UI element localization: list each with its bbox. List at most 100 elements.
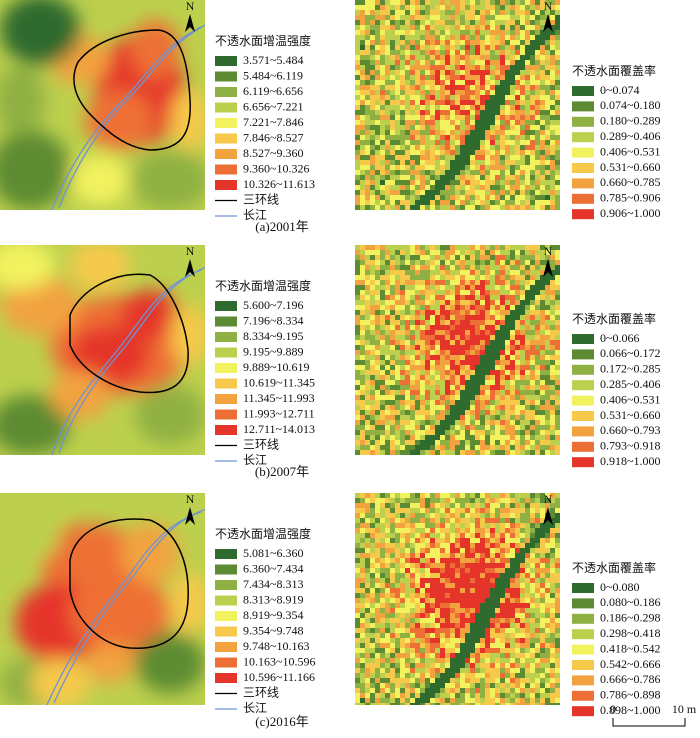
coverage-cell xyxy=(515,140,520,145)
coverage-cell xyxy=(505,175,510,180)
coverage-cell xyxy=(375,440,380,445)
coverage-cell xyxy=(360,60,365,65)
coverage-cell xyxy=(490,330,495,335)
coverage-cell xyxy=(475,270,480,275)
coverage-cell xyxy=(555,75,560,80)
coverage-cell xyxy=(410,503,415,508)
coverage-cell xyxy=(430,370,435,375)
coverage-cell xyxy=(400,533,405,538)
coverage-cell xyxy=(545,315,550,320)
coverage-cell xyxy=(540,558,545,563)
coverage-cell xyxy=(450,345,455,350)
coverage-cell xyxy=(525,80,530,85)
coverage-cell xyxy=(485,503,490,508)
coverage-cell xyxy=(510,115,515,120)
coverage-cell xyxy=(395,445,400,450)
coverage-cell xyxy=(375,365,380,370)
coverage-cell xyxy=(550,563,555,568)
coverage-cell xyxy=(430,250,435,255)
coverage-cell xyxy=(550,130,555,135)
coverage-cell xyxy=(430,60,435,65)
coverage-cell xyxy=(390,130,395,135)
coverage-cell xyxy=(455,70,460,75)
coverage-cell xyxy=(465,185,470,190)
coverage-cell xyxy=(380,593,385,598)
coverage-cell xyxy=(460,498,465,503)
coverage-cell xyxy=(530,623,535,628)
coverage-cell xyxy=(485,150,490,155)
coverage-cell xyxy=(505,245,510,250)
coverage-cell xyxy=(395,100,400,105)
coverage-cell xyxy=(375,503,380,508)
coverage-cell xyxy=(405,370,410,375)
coverage-cell xyxy=(530,643,535,648)
coverage-cell xyxy=(510,300,515,305)
coverage-cell xyxy=(440,150,445,155)
coverage-cell xyxy=(400,165,405,170)
coverage-cell xyxy=(390,205,395,210)
coverage-cell xyxy=(460,130,465,135)
legend-label: 5.484~6.119 xyxy=(243,68,303,82)
coverage-cell xyxy=(435,140,440,145)
coverage-cell xyxy=(475,508,480,513)
coverage-cell xyxy=(405,205,410,210)
coverage-cell xyxy=(375,115,380,120)
coverage-cell xyxy=(505,0,510,5)
coverage-cell xyxy=(395,538,400,543)
coverage-cell xyxy=(470,380,475,385)
coverage-cell xyxy=(380,508,385,513)
coverage-cell xyxy=(505,623,510,628)
coverage-cell xyxy=(405,355,410,360)
coverage-cell xyxy=(550,608,555,613)
coverage-cell xyxy=(550,395,555,400)
coverage-cell xyxy=(525,30,530,35)
coverage-cell xyxy=(470,110,475,115)
coverage-cell xyxy=(475,648,480,653)
coverage-cell xyxy=(400,400,405,405)
coverage-cell xyxy=(445,538,450,543)
coverage-cell xyxy=(545,295,550,300)
coverage-cell xyxy=(545,140,550,145)
coverage-cell xyxy=(380,503,385,508)
coverage-cell xyxy=(370,105,375,110)
coverage-cell xyxy=(425,548,430,553)
coverage-cell xyxy=(365,578,370,583)
coverage-cell xyxy=(490,355,495,360)
coverage-cell xyxy=(445,508,450,513)
coverage-cell xyxy=(370,55,375,60)
coverage-cell xyxy=(545,553,550,558)
coverage-cell xyxy=(515,518,520,523)
coverage-cell xyxy=(525,583,530,588)
coverage-cell xyxy=(460,648,465,653)
coverage-cell xyxy=(435,45,440,50)
coverage-cell xyxy=(520,265,525,270)
coverage-cell xyxy=(425,375,430,380)
coverage-cell xyxy=(410,160,415,165)
coverage-cell xyxy=(550,385,555,390)
coverage-cell xyxy=(420,80,425,85)
coverage-cell xyxy=(395,623,400,628)
coverage-cell xyxy=(440,528,445,533)
coverage-cell xyxy=(420,180,425,185)
coverage-cell xyxy=(365,55,370,60)
coverage-cell xyxy=(535,60,540,65)
coverage-cell xyxy=(465,275,470,280)
coverage-cell xyxy=(400,5,405,10)
coverage-cell xyxy=(520,593,525,598)
coverage-cell xyxy=(465,603,470,608)
coverage-cell xyxy=(400,410,405,415)
coverage-cell xyxy=(360,380,365,385)
coverage-cell xyxy=(480,330,485,335)
coverage-cell xyxy=(470,30,475,35)
coverage-cell xyxy=(485,280,490,285)
coverage-cell xyxy=(535,573,540,578)
coverage-cell xyxy=(495,175,500,180)
coverage-cell xyxy=(380,355,385,360)
coverage-cell xyxy=(505,533,510,538)
coverage-cell xyxy=(525,440,530,445)
coverage-cell xyxy=(435,593,440,598)
coverage-cell xyxy=(425,40,430,45)
coverage-cell xyxy=(420,643,425,648)
coverage-cell xyxy=(540,410,545,415)
coverage-cell xyxy=(405,140,410,145)
